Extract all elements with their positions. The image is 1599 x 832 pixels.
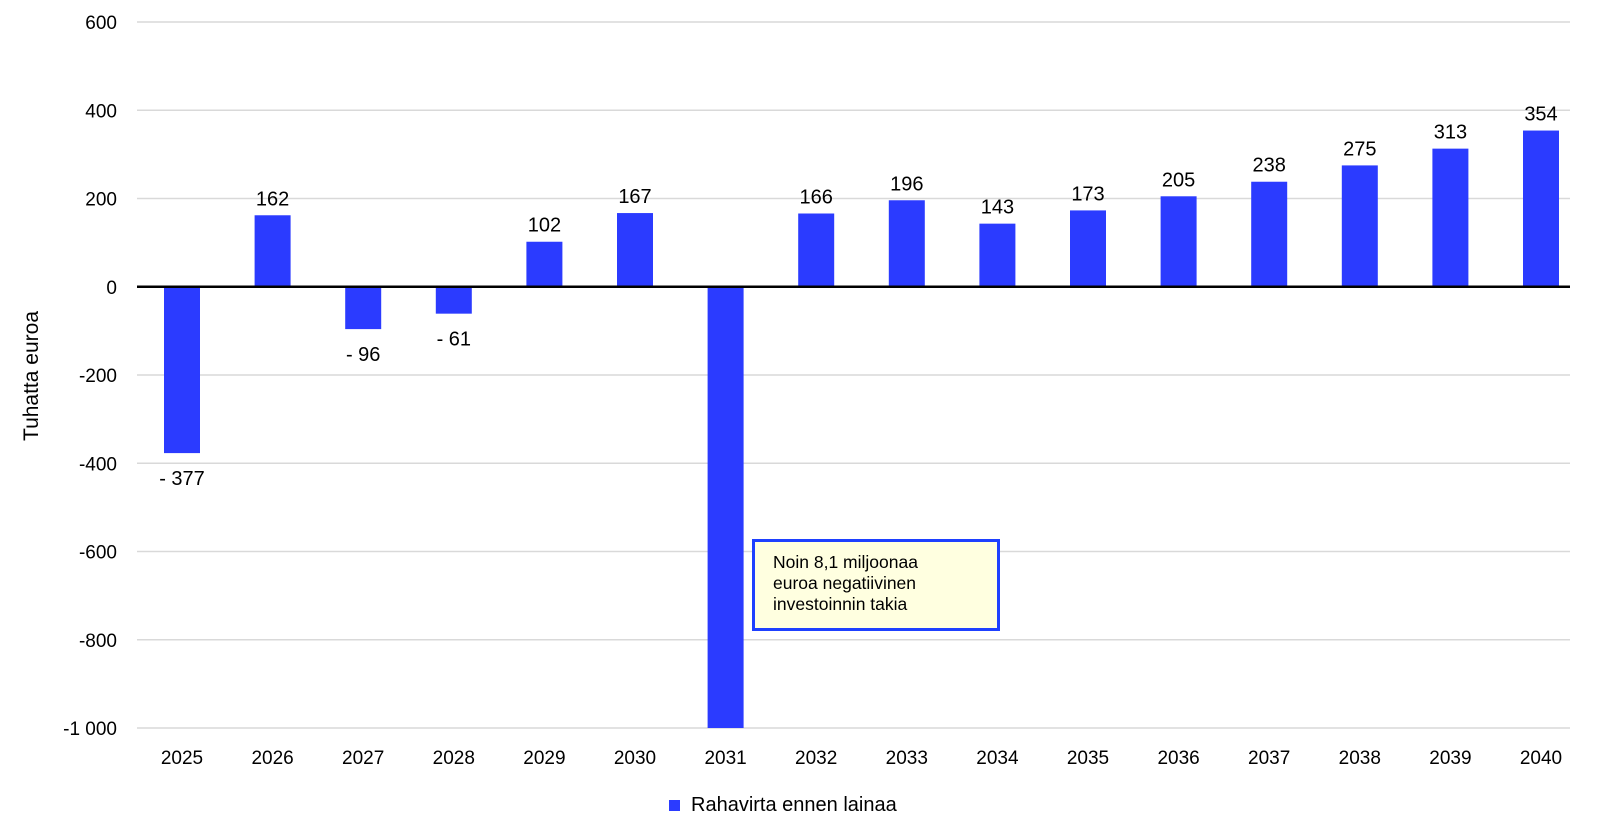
bar-2036 xyxy=(1160,196,1197,287)
bar-2029 xyxy=(526,241,563,287)
x-tick-label: 2037 xyxy=(1248,748,1290,769)
y-tick-label: -1 000 xyxy=(63,719,117,740)
data-label: 102 xyxy=(528,215,561,237)
y-axis-ticks: 600 400 200 0 -200 -400 -600 -800 -1 000 xyxy=(63,13,117,740)
x-tick-label: 2031 xyxy=(704,748,746,769)
x-tick-label: 2027 xyxy=(342,748,384,769)
y-tick-label: 0 xyxy=(106,278,117,299)
y-axis-label: Tuhatta euroa xyxy=(20,311,43,441)
annotation-line: investoinnin takia xyxy=(773,594,908,614)
bar-2026 xyxy=(254,215,291,287)
data-label: 173 xyxy=(1071,183,1104,205)
annotation-line: euroa negatiivinen xyxy=(773,573,917,593)
x-axis-ticks: 2025 2026 2027 2028 2029 2030 2031 2032 2033 2034… xyxy=(161,748,1562,769)
bar-2025 xyxy=(164,286,200,454)
bar-2039 xyxy=(1432,148,1469,287)
y-tick-label: 200 xyxy=(85,190,117,211)
y-tick-label: -600 xyxy=(79,543,117,564)
x-tick-label: 2035 xyxy=(1067,748,1109,769)
y-tick-label: -400 xyxy=(79,454,117,475)
data-label: 166 xyxy=(800,187,833,209)
x-tick-label: 2030 xyxy=(614,748,656,769)
data-label: - 61 xyxy=(437,329,471,351)
bar-2040 xyxy=(1523,130,1559,287)
data-label: 205 xyxy=(1162,169,1195,191)
bar-2028 xyxy=(435,286,472,314)
data-label: 143 xyxy=(981,197,1014,219)
x-tick-label: 2036 xyxy=(1157,748,1199,769)
data-label: 275 xyxy=(1343,138,1376,160)
x-tick-label: 2029 xyxy=(523,748,565,769)
data-label: 313 xyxy=(1434,122,1467,144)
bar-2031 xyxy=(707,286,744,728)
bar-2034 xyxy=(979,223,1016,287)
legend-swatch xyxy=(669,800,680,811)
data-label: 238 xyxy=(1253,155,1286,177)
bar-2033 xyxy=(888,200,925,287)
x-tick-label: 2039 xyxy=(1429,748,1471,769)
x-tick-label: 2033 xyxy=(886,748,928,769)
x-tick-label: 2028 xyxy=(433,748,475,769)
bar-2037 xyxy=(1251,181,1288,287)
legend: Rahavirta ennen lainaa xyxy=(669,794,897,817)
bar-2027 xyxy=(345,286,382,330)
data-labels: - 377 162 - 96 - 61 102 167 166 196 143 173 205 238… xyxy=(159,104,1557,491)
x-tick-label: 2025 xyxy=(161,748,203,769)
x-tick-label: 2026 xyxy=(251,748,293,769)
data-label: - 377 xyxy=(159,468,205,490)
y-tick-label: -200 xyxy=(79,366,117,387)
data-label: 196 xyxy=(890,173,923,195)
x-tick-label: 2040 xyxy=(1520,748,1562,769)
bar-2035 xyxy=(1070,210,1106,287)
x-tick-label: 2034 xyxy=(976,748,1019,769)
data-label: 167 xyxy=(618,186,651,208)
data-label: 162 xyxy=(256,188,289,210)
data-label: - 96 xyxy=(346,344,380,366)
bar-2030 xyxy=(617,213,653,287)
annotation-line: Noin 8,1 miljoonaa xyxy=(773,552,918,572)
data-label: 354 xyxy=(1524,104,1557,126)
y-tick-label: -800 xyxy=(79,631,117,652)
bar-2038 xyxy=(1341,165,1378,287)
y-tick-label: 400 xyxy=(85,101,117,122)
legend-label: Rahavirta ennen lainaa xyxy=(691,794,897,816)
bars xyxy=(164,130,1559,728)
x-tick-label: 2032 xyxy=(795,748,837,769)
y-tick-label: 600 xyxy=(85,13,117,34)
annotation-box: Noin 8,1 miljoonaa euroa negatiivinen in… xyxy=(752,539,1000,631)
x-tick-label: 2038 xyxy=(1339,748,1381,769)
bar-2032 xyxy=(798,213,835,287)
